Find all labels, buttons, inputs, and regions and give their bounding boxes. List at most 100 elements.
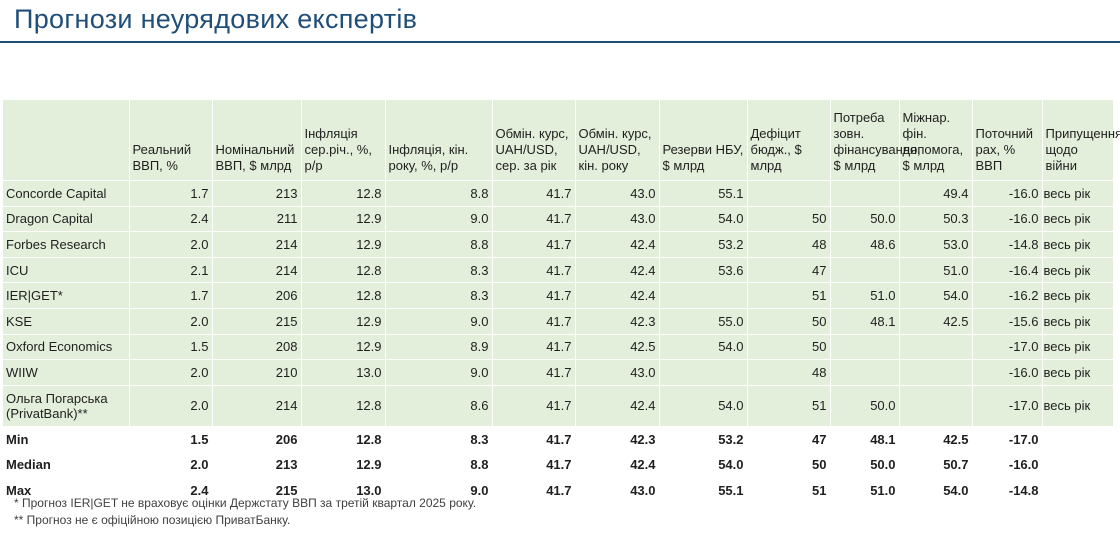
table-cell (1042, 425, 1114, 452)
table-cell: 12.9 (301, 333, 386, 360)
table-cell (747, 180, 831, 207)
table-cell: -14.8 (972, 476, 1043, 503)
column-header: Обмін. курс, UAH/USD, кін. року (575, 100, 660, 181)
row-label-cell: IER|GET* (3, 282, 130, 309)
table-cell: 1.7 (129, 180, 213, 207)
table-row: ICU 2.1 214 12.8 8.3 41.7 42.4 53.6 47 51.0 -16.4 в… (3, 256, 1114, 283)
forecast-table: Реальний ВВП, % Номінальний ВВП, $ млрд … (3, 100, 1120, 503)
table-cell: -15.6 (972, 307, 1043, 335)
table-cell: весь рік (1042, 205, 1114, 232)
table-cell (830, 256, 900, 283)
table-cell: 51 (747, 384, 831, 427)
table-cell: весь рік (1042, 384, 1114, 427)
table-cell: 50.3 (899, 205, 973, 232)
table-cell: 54.0 (659, 451, 748, 478)
table-cell: 12.9 (301, 205, 386, 232)
table-row: KSE 2.0 215 12.9 9.0 41.7 42.3 55.0 50 48.1 42.5 -1… (3, 307, 1114, 335)
table-cell: весь рік (1042, 180, 1114, 207)
table-cell: 49.4 (899, 180, 973, 207)
table-cell: 51 (747, 476, 831, 503)
table-cell: 42.4 (575, 384, 660, 427)
table-cell: 13.0 (301, 476, 386, 503)
row-label-cell: Concorde Capital (3, 180, 130, 207)
column-header: Припущення щодо війни (1042, 100, 1120, 181)
table-cell: 51 (747, 282, 831, 309)
table-cell: 210 (212, 359, 302, 386)
table-cell: 48 (747, 359, 831, 386)
title-divider (0, 41, 1120, 43)
table-cell (899, 359, 973, 386)
table-cell: 1.7 (129, 282, 213, 309)
table-cell: 41.7 (492, 476, 576, 503)
table-cell: 9.0 (385, 359, 493, 386)
table-cell (899, 333, 973, 360)
table-cell: 8.8 (385, 180, 493, 207)
table-cell: 12.8 (301, 384, 386, 427)
table-cell: 9.0 (385, 476, 493, 503)
table-cell: 42.4 (575, 451, 660, 478)
table-cell: 2.4 (129, 205, 213, 232)
table-cell: 41.7 (492, 256, 576, 283)
table-row: Forbes Research 2.0 214 12.9 8.8 41.7 42.4 53.2… (3, 231, 1114, 258)
table-cell: 9.0 (385, 205, 493, 232)
table-cell: -14.8 (972, 231, 1043, 258)
table-cell: 8.8 (385, 451, 493, 478)
table-row: WIIW 2.0 210 13.0 9.0 41.7 43.0 48 -16.0 весь рік (3, 359, 1114, 386)
table-cell: 2.0 (129, 384, 213, 427)
table-cell (659, 359, 748, 386)
table-cell: весь рік (1042, 333, 1114, 360)
table-cell: 42.3 (575, 307, 660, 335)
table-cell: 211 (212, 205, 302, 232)
table-cell: 51.0 (830, 282, 900, 309)
column-header: Інфляція, кін. року, %, р/р (385, 100, 493, 181)
table-cell: 214 (212, 231, 302, 258)
table-cell: 206 (212, 282, 302, 309)
table-cell: 43.0 (575, 205, 660, 232)
table-cell: 8.3 (385, 425, 493, 452)
table-cell: 8.3 (385, 282, 493, 309)
table-cell: 53.6 (659, 256, 748, 283)
table-cell: -17.0 (972, 425, 1043, 452)
column-header: Потреба зовн. фінансування, $ млрд (830, 100, 921, 181)
table-cell: 41.7 (492, 451, 576, 478)
table-cell: -16.4 (972, 256, 1043, 283)
footnote: ** Прогноз не є офіційною позицією Прива… (14, 513, 291, 527)
table-cell: 215 (212, 307, 302, 335)
table-cell: 50 (747, 307, 831, 335)
row-label-cell: KSE (3, 307, 130, 335)
table-cell: весь рік (1042, 307, 1114, 335)
table-cell: -16.0 (972, 205, 1043, 232)
header-row: Реальний ВВП, % Номінальний ВВП, $ млрд … (3, 100, 1120, 181)
table-cell: 8.6 (385, 384, 493, 427)
table-cell: 50.0 (830, 384, 900, 427)
table-cell: 47 (747, 425, 831, 452)
column-header: Інфляція сер.річ., %, р/р (301, 100, 386, 181)
table-cell: 48 (747, 231, 831, 258)
table-row: IER|GET* 1.7 206 12.8 8.3 41.7 42.4 51 51.0 54.0-… (3, 282, 1114, 309)
row-label-cell: Ольга Погарська (PrivatBank)** (3, 384, 130, 427)
table-cell: 54.0 (659, 205, 748, 232)
table-cell: 42.4 (575, 231, 660, 258)
row-label-cell: Median (3, 451, 130, 478)
table-row: Oxford Economics 1.5 208 12.9 8.9 41.7 42.5 54.… (3, 333, 1114, 360)
table-cell: 12.8 (301, 256, 386, 283)
table-cell: 50.0 (830, 451, 900, 478)
table-cell: 213 (212, 451, 302, 478)
table-cell: 50.0 (830, 205, 900, 232)
row-label-cell: Oxford Economics (3, 333, 130, 360)
table-cell: -17.0 (972, 333, 1043, 360)
table-cell: -16.0 (972, 451, 1043, 478)
page-title: Прогнози неурядових експертів (14, 4, 418, 34)
table-cell: 41.7 (492, 231, 576, 258)
table-cell: 215 (212, 476, 302, 503)
table-cell: 42.3 (575, 425, 660, 452)
table-cell: 1.5 (129, 425, 213, 452)
row-label-cell: Max (3, 476, 130, 503)
table-cell: 12.8 (301, 180, 386, 207)
footnote: * Прогноз IER|GET не враховує оцінки Дер… (14, 496, 477, 510)
table-cell: 2.0 (129, 231, 213, 258)
table-cell: 50 (747, 451, 831, 478)
table-cell: 8.9 (385, 333, 493, 360)
table-cell: -17.0 (972, 384, 1043, 427)
table-cell: 213 (212, 180, 302, 207)
